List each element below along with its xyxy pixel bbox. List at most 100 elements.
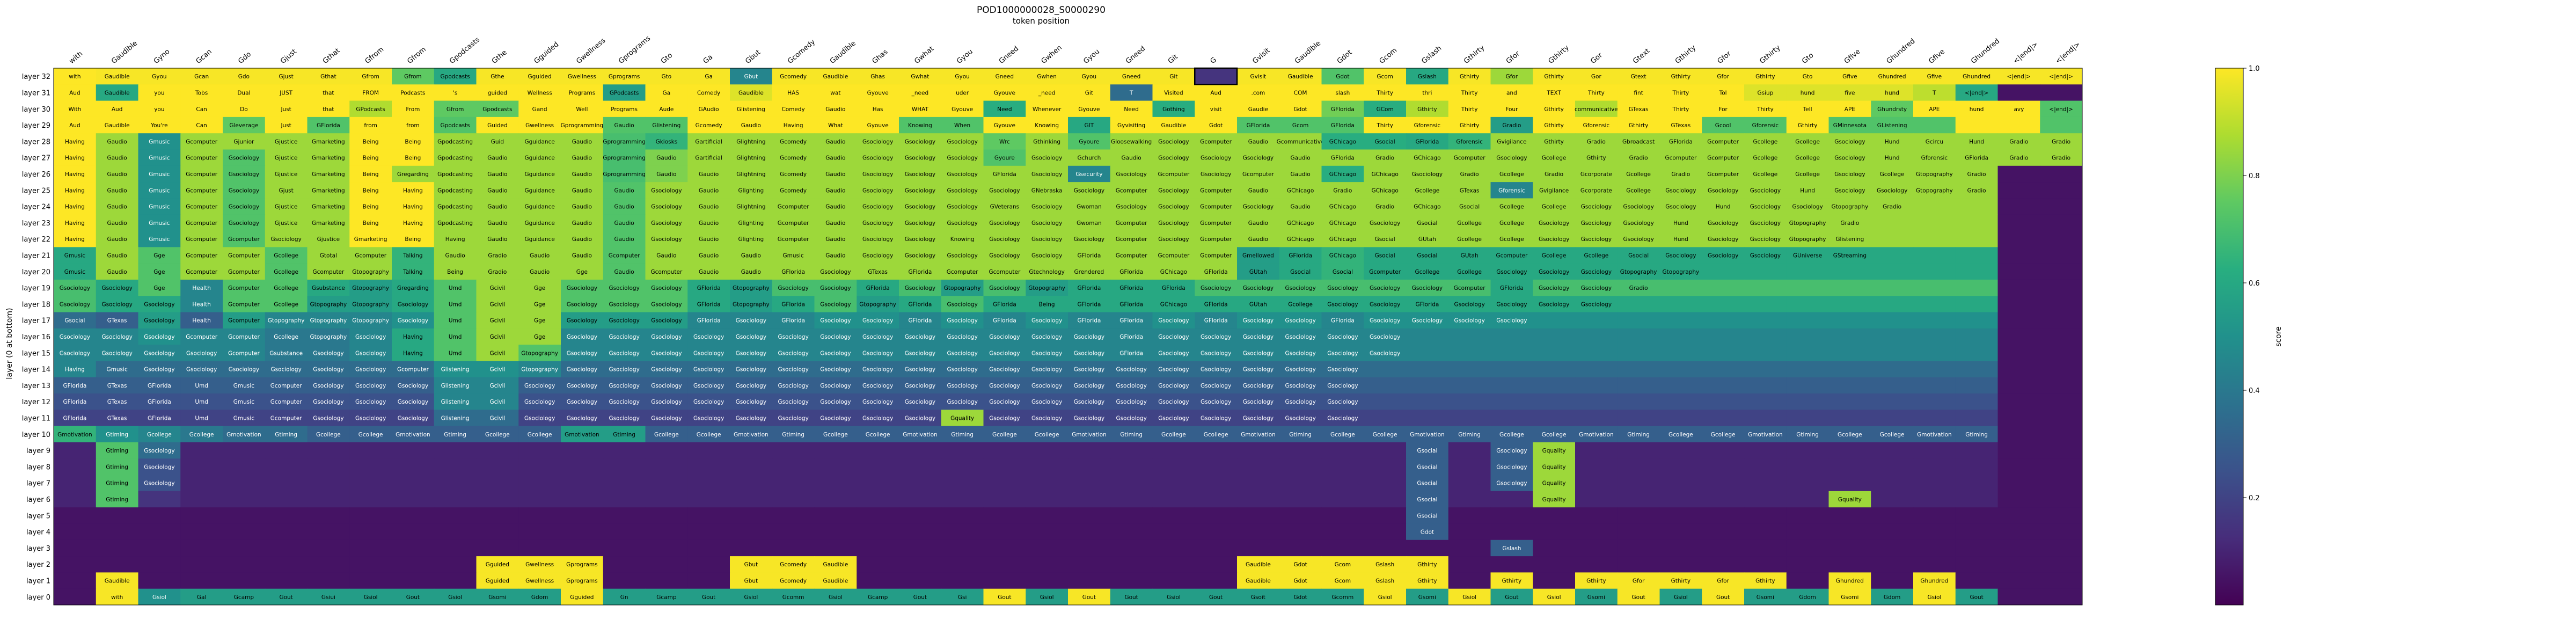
heatmap-cell	[899, 361, 942, 378]
cell-token-label: Gaudio	[741, 269, 761, 275]
cell-token-label: 's	[453, 90, 457, 96]
heatmap-cell	[138, 393, 181, 410]
cell-token-label: Gsociology	[60, 301, 90, 308]
heatmap-cell	[476, 182, 519, 199]
heatmap-cell	[265, 133, 308, 150]
heatmap-cell	[603, 247, 646, 264]
cell-token-label: Gsociology	[693, 350, 724, 356]
heatmap-cell	[265, 523, 308, 541]
heatmap-cell	[814, 182, 857, 199]
heatmap-cell	[1195, 377, 1238, 394]
x-tick-label: Ghundred	[1970, 37, 2001, 65]
heatmap-cell	[2040, 556, 2083, 573]
heatmap-cell	[1744, 279, 1787, 296]
cell-token-label: GUtah	[1249, 301, 1267, 308]
heatmap-cell	[223, 539, 266, 557]
heatmap-cell	[1744, 556, 1787, 573]
heatmap-cell	[687, 100, 730, 118]
heatmap-cell	[1617, 475, 1660, 492]
heatmap-cell	[1490, 458, 1533, 476]
heatmap-cell	[307, 84, 350, 101]
heatmap-cell	[392, 68, 435, 85]
cell-token-label: Gsociology	[1031, 236, 1062, 243]
cell-token-label: Gsociology	[905, 383, 935, 389]
cell-token-label: Gmotivation	[396, 432, 430, 438]
cell-token-label: GUtah	[1461, 252, 1479, 259]
cell-token-label: Gge	[534, 301, 545, 308]
cell-token-label: Podcasts	[400, 90, 425, 96]
cell-token-label: Gsociology	[1243, 350, 1274, 356]
cell-token-label: Gcomm	[782, 594, 804, 601]
cell-token-label: Gcomedy	[780, 138, 807, 145]
heatmap-cell	[730, 475, 773, 492]
heatmap-cell	[1195, 231, 1238, 247]
cell-token-label: Umd	[449, 350, 462, 356]
heatmap-cell	[899, 345, 942, 361]
heatmap-cell	[1997, 475, 2040, 492]
heatmap-cell	[1152, 507, 1195, 524]
heatmap-cell	[561, 588, 604, 606]
cell-token-label: Gmusic	[149, 187, 170, 194]
cell-token-label: Gsociology	[905, 220, 935, 227]
heatmap-cell	[1744, 588, 1787, 606]
cell-token-label: Gsi	[958, 594, 967, 601]
heatmap-cell	[899, 491, 942, 508]
cell-token-label: Gsociology	[144, 301, 174, 308]
heatmap-cell	[645, 84, 688, 101]
heatmap-cell	[1575, 410, 1618, 427]
heatmap-cell	[1659, 296, 1702, 313]
heatmap-cell	[1617, 539, 1660, 557]
heatmap-cell	[1364, 133, 1407, 150]
heatmap-cell	[1026, 165, 1069, 183]
cell-token-label: GChicago	[1287, 236, 1314, 243]
heatmap-cell	[1195, 84, 1238, 101]
heatmap-cell	[561, 100, 604, 118]
cell-token-label: Ghundred	[1836, 578, 1864, 585]
heatmap-cell	[1152, 361, 1195, 378]
cell-token-label: Gto	[1803, 74, 1813, 80]
heatmap-cell	[1913, 84, 1956, 101]
cell-token-label: .com	[1251, 90, 1265, 96]
heatmap-cell	[1110, 377, 1153, 394]
heatmap-cell	[1744, 377, 1787, 394]
cell-token-label: Gcomedy	[696, 122, 722, 129]
heatmap-cell	[1617, 458, 1660, 476]
heatmap-cell	[434, 279, 477, 296]
cell-token-label: GChicago	[1329, 138, 1356, 145]
cell-token-label: Gwellness	[525, 561, 554, 568]
heatmap-cell	[730, 165, 773, 183]
cell-token-label: Gsociology	[144, 480, 174, 487]
heatmap-cell	[1659, 458, 1702, 476]
cell-token-label: Gcorporate	[1580, 187, 1612, 194]
heatmap-cell	[1068, 539, 1111, 557]
x-tick-label: Gor	[1589, 51, 1604, 65]
cell-token-label: Talking	[402, 269, 422, 275]
heatmap-cell	[1828, 165, 1871, 183]
cell-token-label: Gcomputer	[1116, 252, 1147, 259]
cell-token-label: Tol	[1719, 90, 1727, 96]
cell-token-label: Dual	[237, 90, 250, 96]
cell-token-label: GFlorida	[1119, 285, 1143, 291]
cell-token-label: What	[828, 122, 843, 129]
heatmap-cell	[1617, 491, 1660, 508]
cell-token-label: Gaudio	[699, 236, 719, 243]
heatmap-cell	[223, 182, 266, 199]
heatmap-cell	[307, 165, 350, 183]
cell-token-label: Gpodcasts	[441, 74, 470, 80]
cell-token-label: Gsociology	[1074, 415, 1104, 422]
heatmap-cell	[603, 328, 646, 345]
heatmap-cell	[265, 410, 308, 427]
cell-token-label: GNebraska	[1031, 187, 1063, 194]
cell-token-label: Ga	[705, 74, 713, 80]
cell-token-label: Gloosewalking	[1111, 138, 1152, 145]
heatmap-cell	[1448, 84, 1491, 101]
heatmap-cell	[1406, 149, 1449, 166]
heatmap-cell	[603, 475, 646, 492]
heatmap-cell	[1279, 426, 1322, 443]
x-tick-labels: with Gaudible Gyno Gcan Gdo Gjust Gthat Gfrom Gf…	[68, 34, 2082, 65]
heatmap-cell	[1575, 165, 1618, 183]
heatmap-cell	[561, 198, 604, 215]
cell-token-label: Gquality	[1542, 448, 1566, 454]
heatmap-cell	[814, 149, 857, 166]
heatmap-cell	[1871, 279, 1914, 296]
